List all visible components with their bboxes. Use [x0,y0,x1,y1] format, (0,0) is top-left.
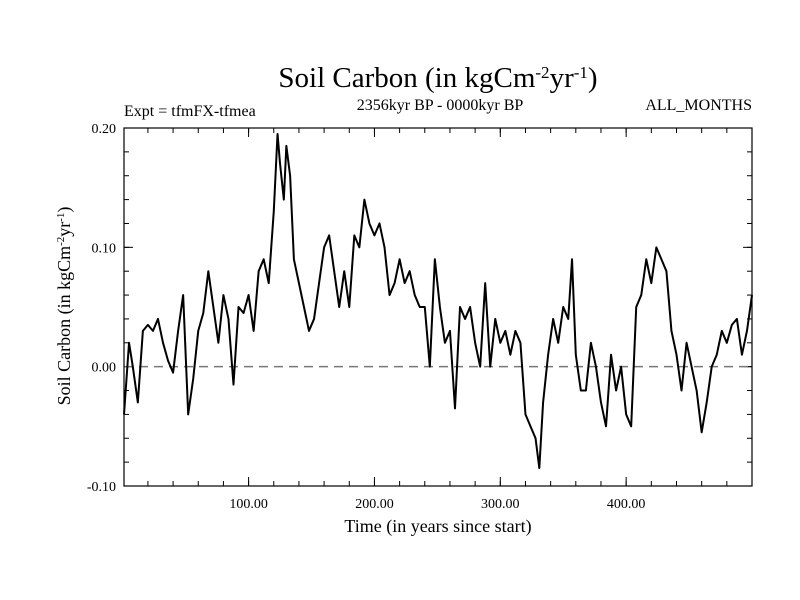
y-axis-label-main: Soil Carbon (in kgCm [54,246,75,406]
x-tick-label: 200.00 [355,497,394,512]
chart-title-sup1: -2 [535,63,549,82]
chart-title-main: Soil Carbon (in kgCm [278,62,535,94]
x-tick-label: 100.00 [229,497,268,512]
y-axis-label-sup2: -1 [55,213,67,222]
experiment-label: Expt = tfmFX-tfmea [124,103,256,120]
y-tick-label: -0.10 [87,480,116,495]
x-tick-label: 300.00 [481,497,520,512]
y-tick-label: 0.00 [92,361,117,376]
y-axis-label-sup1: -2 [55,237,67,246]
chart-subtitle: 2356kyr BP - 0000kyr BP [357,97,524,114]
chart-title-sup2: -1 [574,63,588,82]
x-tick-label: 400.00 [607,497,646,512]
plot-frame [123,127,753,487]
y-tick-label: 0.10 [92,241,117,256]
y-axis-label: Soil Carbon (in kgCm-2yr-1) [54,207,75,406]
chart-title: Soil Carbon (in kgCm-2yr-1) [278,62,597,94]
y-axis-label-close: ) [54,207,75,213]
months-label: ALL_MONTHS [645,97,752,114]
chart-title-mid: yr [550,62,575,94]
axis-ticks: -0.10 0.00 0.10 0.20 100.00 200.00 300.00 400.0… [87,122,752,512]
x-axis-label: Time (in years since start) [344,516,531,537]
series-line-soil-carbon [123,132,753,470]
chart-title-close: ) [588,62,598,94]
y-tick-label: 0.20 [92,122,117,137]
y-axis-label-mid: yr [54,222,74,237]
